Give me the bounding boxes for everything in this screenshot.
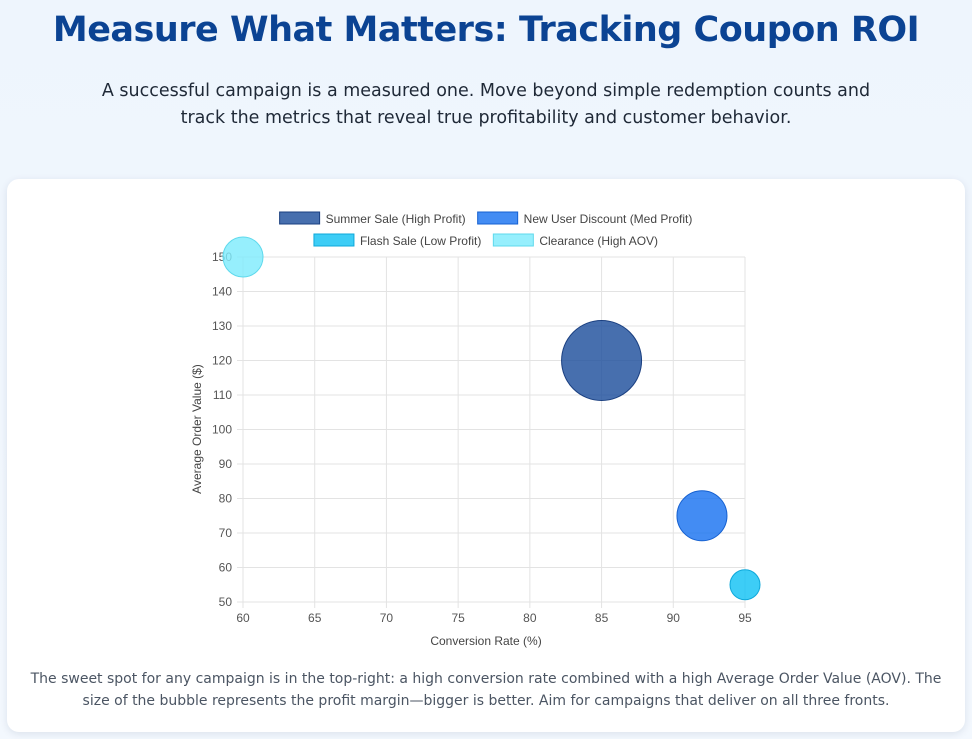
y-axis-label: Average Order Value ($)	[190, 364, 204, 494]
legend-item[interactable]: New User Discount (Med Profit)	[477, 211, 693, 226]
y-tick-label: 100	[212, 423, 232, 437]
chart-caption: The sweet spot for any campaign is in th…	[30, 671, 942, 709]
bubble-chart: 60 65 70 75 80 85 90 95506070809010011012013014…	[190, 211, 761, 648]
x-tick-label: 60	[236, 611, 250, 625]
chart-bubbles	[222, 236, 761, 601]
y-tick-label: 130	[212, 319, 232, 333]
chart-card: 60 65 70 75 80 85 90 95 50 60 70 80 90 100 110 120 130 14…	[7, 179, 965, 732]
legend-item[interactable]: Summer Sale (High Profit)	[279, 211, 466, 226]
y-tick-label: 50	[219, 595, 233, 609]
chart-ticks: 60 65 70 75 80 85 90 95506070809010011012013014…	[212, 250, 752, 625]
legend-item[interactable]: Clearance (High AOV)	[492, 233, 658, 248]
x-tick-label: 75	[451, 611, 465, 625]
bubble-point	[561, 320, 643, 401]
y-tick-label: 140	[212, 285, 232, 299]
x-tick-label: 65	[308, 611, 322, 625]
y-tick-label: 110	[213, 388, 232, 402]
legend-label: Flash Sale (Low Profit)	[360, 234, 481, 248]
legend-swatch	[279, 211, 321, 225]
legend-label: Clearance (High AOV)	[539, 234, 658, 248]
y-tick-label: 70	[219, 526, 233, 540]
bubble-point	[222, 236, 264, 278]
legend-swatch	[492, 233, 534, 247]
x-tick-label: 70	[380, 611, 394, 625]
x-tick-label: 90	[667, 611, 681, 625]
legend-item[interactable]: Flash Sale (Low Profit)	[313, 233, 481, 248]
legend-label: New User Discount (Med Profit)	[524, 212, 693, 226]
legend-swatch	[477, 211, 519, 225]
x-tick-label: 85	[595, 611, 609, 625]
intro-text: A successful campaign is a measured one.…	[101, 81, 871, 128]
chart-legend[interactable]: Summer Sale (High Profit) New User Discou…	[279, 211, 693, 248]
legend-label: Summer Sale (High Profit)	[326, 212, 466, 226]
x-tick-label: 95	[738, 611, 752, 625]
x-axis-label: Conversion Rate (%)	[430, 634, 541, 648]
x-tick-label: 80	[523, 611, 537, 625]
y-tick-label: 120	[212, 354, 232, 368]
bubble-point	[729, 569, 761, 601]
y-tick-label: 90	[219, 457, 233, 471]
y-tick-label: 60	[219, 561, 233, 575]
chart-grid	[237, 256, 746, 608]
legend-swatch	[313, 233, 355, 247]
page-title: Measure What Matters: Tracking Coupon RO…	[52, 10, 920, 50]
bubble-point	[676, 490, 728, 542]
y-tick-label: 80	[219, 492, 233, 506]
